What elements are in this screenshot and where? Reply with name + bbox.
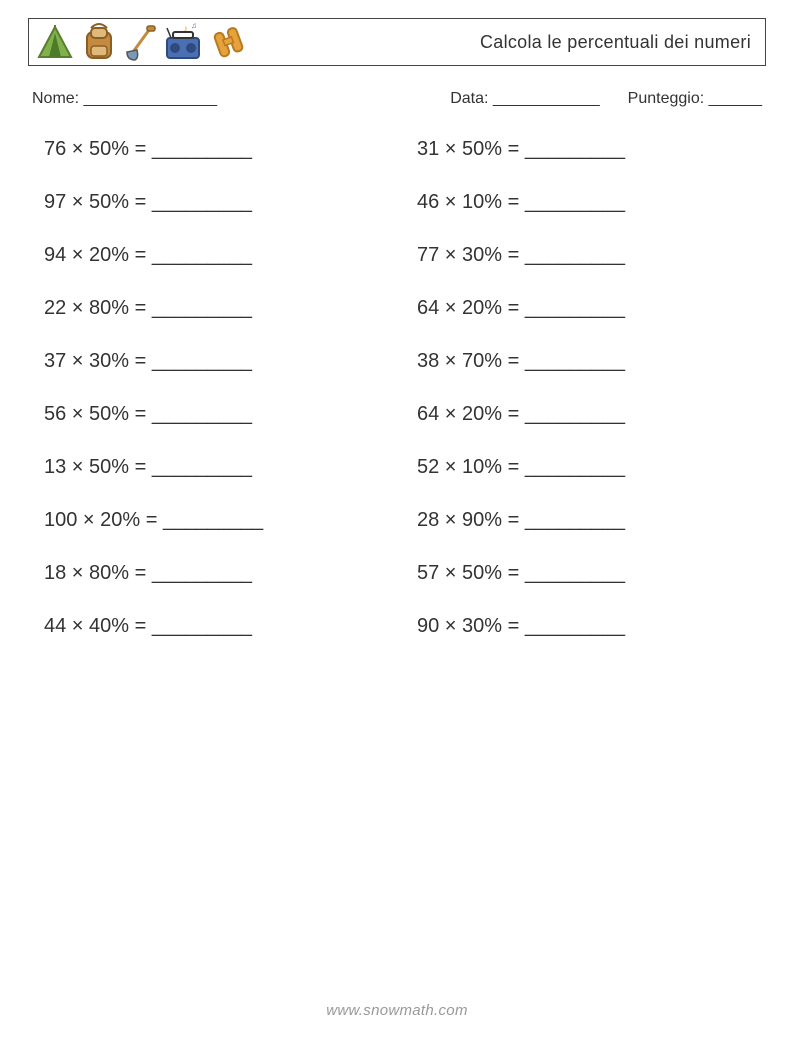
svg-text:♪: ♪ (183, 24, 188, 35)
problem-item: 76 × 50% = _________ (44, 138, 377, 161)
problem-item: 31 × 50% = _________ (417, 138, 750, 161)
problem-item: 94 × 20% = _________ (44, 244, 377, 267)
problem-item: 77 × 30% = _________ (417, 244, 750, 267)
problems-grid: 76 × 50% = _________ 31 × 50% = _________… (28, 138, 766, 638)
backpack-icon (81, 22, 117, 62)
boombox-icon: ♪ ♫ (163, 22, 203, 62)
name-field-label: Nome: _______________ (32, 90, 217, 108)
problem-item: 52 × 10% = _________ (417, 456, 750, 479)
problem-item: 38 × 70% = _________ (417, 350, 750, 373)
problem-item: 90 × 30% = _________ (417, 615, 750, 638)
shovel-icon (123, 22, 157, 62)
problem-item: 97 × 50% = _________ (44, 191, 377, 214)
score-field-label: Punteggio: ______ (628, 90, 762, 108)
meta-row: Nome: _______________ Data: ____________… (32, 90, 762, 108)
problem-item: 100 × 20% = _________ (44, 509, 377, 532)
problem-item: 64 × 20% = _________ (417, 297, 750, 320)
problem-item: 44 × 40% = _________ (44, 615, 377, 638)
problem-item: 13 × 50% = _________ (44, 456, 377, 479)
icon-strip: ♪ ♫ (35, 22, 249, 62)
problem-item: 22 × 80% = _________ (44, 297, 377, 320)
svg-text:♫: ♫ (191, 22, 197, 30)
worksheet-header: ♪ ♫ Calcola le percentuali dei numeri (28, 18, 766, 66)
problem-item: 46 × 10% = _________ (417, 191, 750, 214)
problem-item: 18 × 80% = _________ (44, 562, 377, 585)
problem-item: 64 × 20% = _________ (417, 403, 750, 426)
problem-item: 56 × 50% = _________ (44, 403, 377, 426)
problem-item: 37 × 30% = _________ (44, 350, 377, 373)
date-field-label: Data: ____________ (450, 90, 599, 108)
binoculars-icon (209, 22, 249, 62)
problem-item: 28 × 90% = _________ (417, 509, 750, 532)
problem-item: 57 × 50% = _________ (417, 562, 750, 585)
footer-url: www.snowmath.com (0, 1002, 794, 1019)
worksheet-title: Calcola le percentuali dei numeri (480, 32, 751, 53)
tent-icon (35, 23, 75, 61)
